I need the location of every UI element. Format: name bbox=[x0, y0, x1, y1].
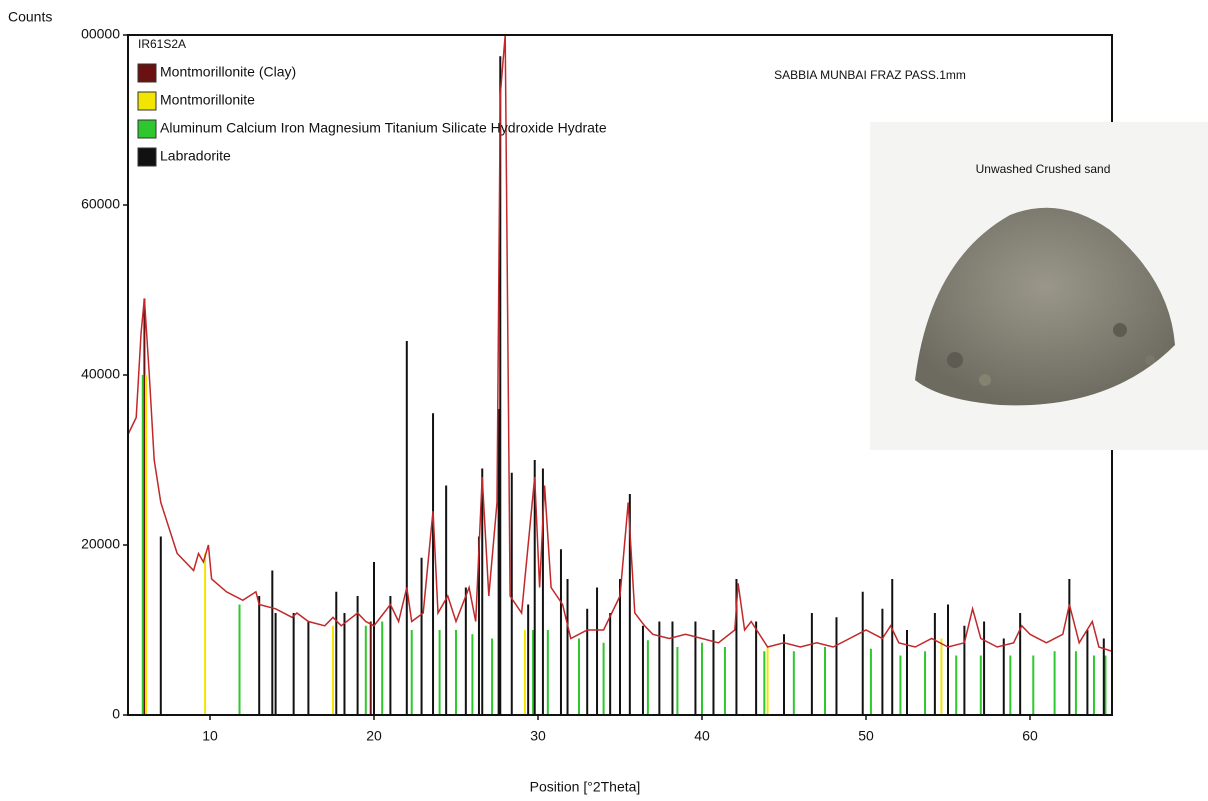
y-tick-label: 60000 bbox=[81, 196, 120, 212]
diffraction-pattern bbox=[128, 35, 1112, 653]
legend-title: IR61S2A bbox=[138, 37, 186, 51]
legend-swatch bbox=[137, 91, 157, 111]
x-tick-label: 20 bbox=[366, 728, 382, 744]
x-tick-label: 40 bbox=[694, 728, 710, 744]
pebble bbox=[979, 374, 991, 386]
y-tick-label: 20000 bbox=[81, 536, 120, 552]
legend-swatch bbox=[137, 63, 157, 83]
legend-label: Montmorillonite bbox=[160, 92, 255, 108]
y-tick-label: 40000 bbox=[81, 366, 120, 382]
sand-photo: Unwashed Crushed sand bbox=[870, 122, 1208, 450]
x-axis-label: Position [°2Theta] bbox=[530, 779, 641, 795]
pebble bbox=[947, 352, 963, 368]
x-tick-label: 60 bbox=[1022, 728, 1038, 744]
legend-swatch bbox=[137, 147, 157, 167]
x-tick-label: 10 bbox=[202, 728, 218, 744]
x-tick-label: 50 bbox=[858, 728, 874, 744]
y-axis-label: Counts bbox=[8, 9, 52, 25]
x-tick-label: 30 bbox=[530, 728, 546, 744]
pebble bbox=[1113, 323, 1127, 337]
sand-pile bbox=[915, 207, 1175, 406]
legend-label: Montmorillonite (Clay) bbox=[160, 64, 296, 80]
legend-label: Labradorite bbox=[160, 148, 231, 164]
pebble bbox=[1145, 355, 1155, 365]
chart-title: SABBIA MUNBAI FRAZ PASS.1mm bbox=[774, 68, 966, 82]
y-tick-label: 00000 bbox=[81, 26, 120, 42]
y-tick-label: 0 bbox=[112, 706, 120, 722]
legend-label: Aluminum Calcium Iron Magnesium Titanium… bbox=[160, 120, 607, 136]
plot-area bbox=[128, 35, 1112, 715]
photo-caption: Unwashed Crushed sand bbox=[976, 162, 1111, 176]
legend-swatch bbox=[137, 119, 157, 139]
